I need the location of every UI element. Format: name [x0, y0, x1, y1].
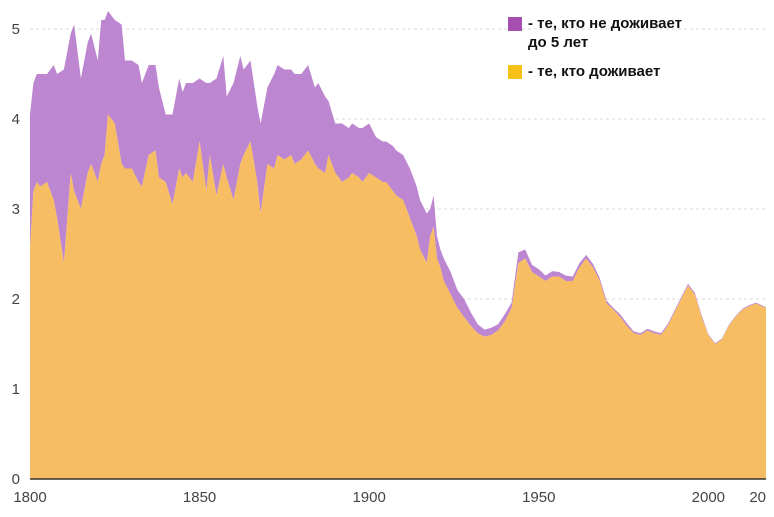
legend-item-died: - те, кто не доживает до 5 лет: [508, 14, 768, 52]
legend-label-died: - те, кто не доживает: [528, 15, 682, 32]
legend-swatch-survived: [508, 65, 522, 79]
x-tick-label: 2000: [692, 489, 725, 506]
legend-label-died-line2: до 5 лет: [528, 34, 589, 51]
legend-swatch-died: [508, 17, 522, 31]
x-tick-label: 1900: [352, 489, 385, 506]
series-area-survived: [30, 114, 766, 479]
x-tick-label: 1950: [522, 489, 555, 506]
area-layer: [30, 11, 766, 479]
legend-label-survived: - те, кто доживает: [528, 63, 661, 80]
x-tick-label: 20: [749, 489, 766, 506]
x-axis: 1800 1850 1900 1950 2000 20: [13, 489, 766, 506]
y-axis: 0 1 2 3 4 5: [12, 21, 20, 488]
y-tick-label: 3: [12, 201, 20, 218]
legend: - те, кто не доживает до 5 лет - те, кто…: [508, 14, 768, 81]
y-tick-label: 4: [12, 111, 20, 128]
x-tick-label: 1800: [13, 489, 46, 506]
series-area-died: [30, 11, 766, 344]
y-tick-label: 0: [12, 471, 20, 488]
y-tick-label: 2: [12, 291, 20, 308]
y-tick-label: 5: [12, 21, 20, 38]
legend-item-survived: - те, кто доживает: [508, 62, 768, 81]
y-tick-label: 1: [12, 381, 20, 398]
x-tick-label: 1850: [183, 489, 216, 506]
